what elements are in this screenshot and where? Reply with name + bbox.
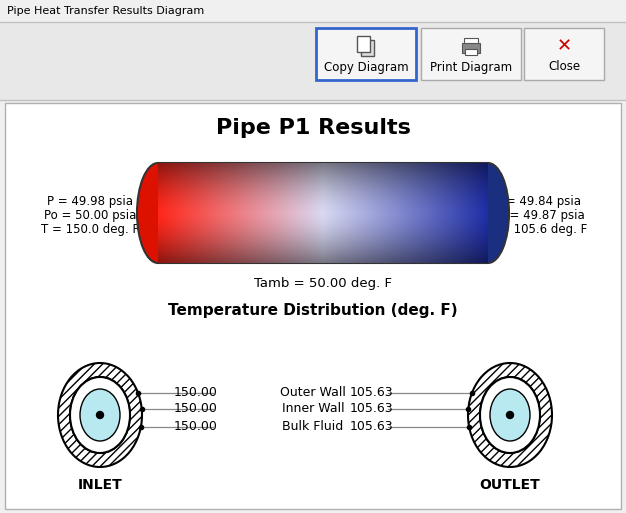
Text: Print Diagram: Print Diagram <box>430 61 512 73</box>
Text: P = 49.98 psia: P = 49.98 psia <box>47 194 133 207</box>
Bar <box>421 28 521 80</box>
Ellipse shape <box>480 377 540 453</box>
Text: Mass Flow = 10.00 lbm/sec: Mass Flow = 10.00 lbm/sec <box>228 224 418 238</box>
Ellipse shape <box>96 411 103 419</box>
Bar <box>524 28 604 80</box>
Text: Inner Wall: Inner Wall <box>282 403 344 416</box>
Bar <box>464 38 478 46</box>
Text: 150.00: 150.00 <box>174 403 218 416</box>
Text: 105.63: 105.63 <box>350 403 394 416</box>
Text: P = 49.84 psia: P = 49.84 psia <box>495 194 581 207</box>
Bar <box>357 36 370 52</box>
Text: Temperature Distribution (deg. F): Temperature Distribution (deg. F) <box>168 303 458 318</box>
Text: ✕: ✕ <box>557 37 572 55</box>
Text: Pipe Heat Transfer Results Diagram: Pipe Heat Transfer Results Diagram <box>7 6 204 16</box>
Bar <box>465 49 477 55</box>
Ellipse shape <box>490 389 530 441</box>
Text: Volume Flow = 72.83 gal/min: Volume Flow = 72.83 gal/min <box>221 191 425 205</box>
Ellipse shape <box>468 363 552 467</box>
Text: T = 105.6 deg. F: T = 105.6 deg. F <box>489 223 587 235</box>
Text: T = 150.0 deg. F: T = 150.0 deg. F <box>41 223 139 235</box>
Ellipse shape <box>58 363 142 467</box>
Text: Bulk Fluid: Bulk Fluid <box>282 421 344 433</box>
Text: Po = 49.87 psia: Po = 49.87 psia <box>491 208 585 222</box>
Bar <box>0 0 626 22</box>
Text: 105.63: 105.63 <box>350 421 394 433</box>
Text: Copy Diagram: Copy Diagram <box>324 61 408 73</box>
Bar <box>316 28 416 80</box>
Ellipse shape <box>80 389 120 441</box>
Text: 150.00: 150.00 <box>174 386 218 400</box>
Text: 150.00: 150.00 <box>174 421 218 433</box>
Bar <box>5 103 621 509</box>
Text: Pipe P1 Results: Pipe P1 Results <box>215 118 411 138</box>
Ellipse shape <box>506 411 513 419</box>
Text: Tamb = 50.00 deg. F: Tamb = 50.00 deg. F <box>254 277 392 289</box>
Text: Po = 50.00 psia: Po = 50.00 psia <box>44 208 136 222</box>
Text: INLET: INLET <box>78 478 122 492</box>
Bar <box>361 40 374 56</box>
Ellipse shape <box>467 163 509 263</box>
Text: 105.63: 105.63 <box>350 386 394 400</box>
Text: Close: Close <box>548 61 580 73</box>
Ellipse shape <box>480 377 540 453</box>
Bar <box>0 22 626 100</box>
Bar <box>462 43 480 53</box>
Ellipse shape <box>70 377 130 453</box>
Ellipse shape <box>70 377 130 453</box>
Text: OUTLET: OUTLET <box>480 478 540 492</box>
Text: Outer Wall: Outer Wall <box>280 386 346 400</box>
Ellipse shape <box>137 163 179 263</box>
